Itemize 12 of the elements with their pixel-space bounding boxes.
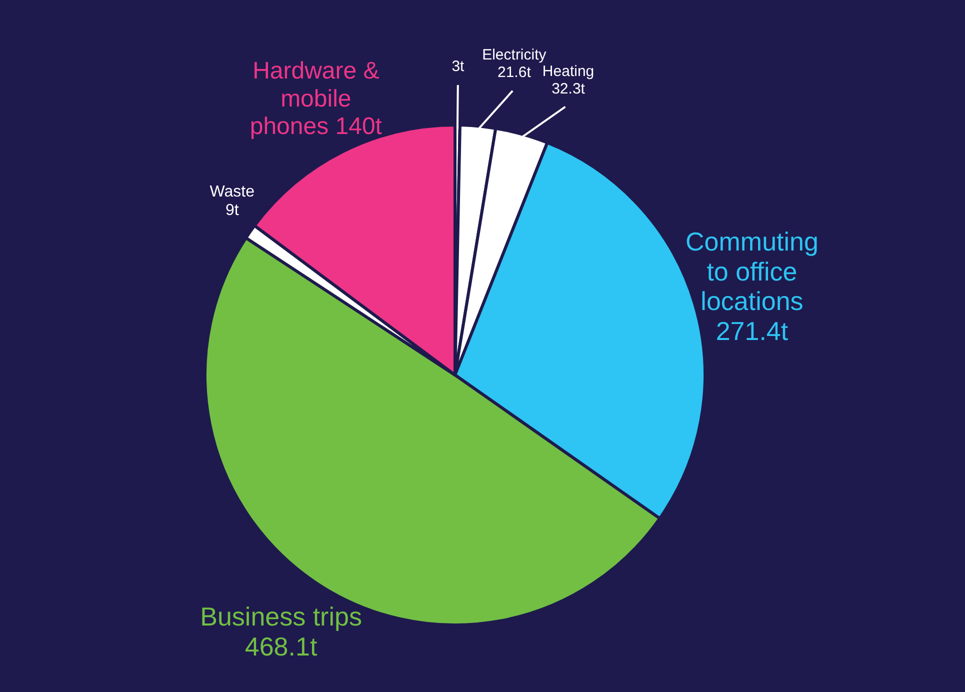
data-label: 468.1t	[244, 632, 318, 662]
slice-label: Electricity	[482, 46, 547, 64]
slice-label: Hardware & mobile phones 140t	[250, 58, 382, 140]
data-label: 271.4t	[716, 316, 789, 346]
slice-label: Heating	[542, 63, 594, 80]
data-label: 9t	[225, 202, 240, 220]
slice-label: Waste	[210, 184, 255, 201]
slice-label: Commuting to office locations	[686, 226, 818, 316]
data-label: 32.3t	[552, 80, 586, 98]
data-label: 3t	[452, 58, 466, 76]
data-label: 21.6t	[498, 64, 532, 81]
slice-label: Business trips	[200, 602, 362, 632]
